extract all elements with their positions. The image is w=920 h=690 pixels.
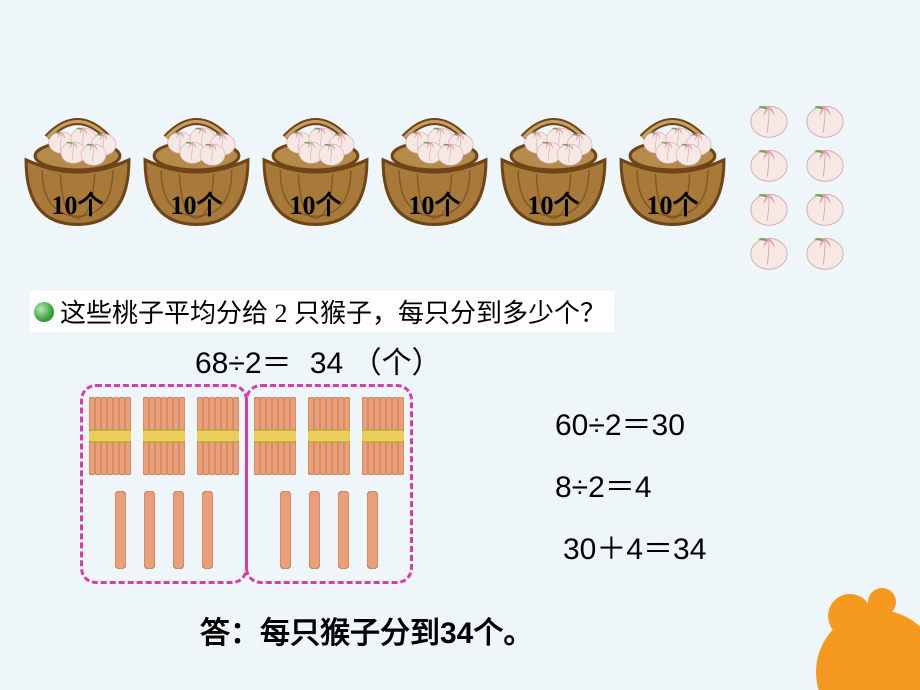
- peach-icon: [801, 232, 849, 272]
- stick-bundle-icon: [89, 397, 131, 475]
- side-equation: 60÷2＝30: [555, 400, 706, 444]
- peach-icon: [745, 232, 793, 272]
- peach-icon: [745, 144, 793, 184]
- question-text: 这些桃子平均分给 2 只猴子，每只分到多少个？: [60, 293, 606, 330]
- basket: 10个: [20, 110, 135, 240]
- single-stick-icon: [309, 491, 320, 569]
- basket-label: 10个: [20, 185, 135, 222]
- stick-bundle-icon: [197, 397, 239, 475]
- main-unit: （个）: [352, 347, 442, 380]
- basket-label: 10个: [496, 185, 611, 222]
- single-stick-icon: [144, 491, 155, 569]
- main-equation: 68÷2＝ 34 （个）: [195, 338, 442, 382]
- side-equations: 60÷2＝30 8÷2＝4 30＋4＝34: [555, 400, 706, 568]
- single-stick-icon: [202, 491, 213, 569]
- basket-label: 10个: [615, 185, 730, 222]
- basket: 10个: [377, 110, 492, 240]
- basket-label: 10个: [139, 185, 254, 222]
- basket: 10个: [496, 110, 611, 240]
- question-bar: 这些桃子平均分给 2 只猴子，每只分到多少个？: [30, 291, 614, 332]
- peach-icon: [745, 188, 793, 228]
- side-equation: 30＋4＝34: [563, 524, 706, 568]
- main-expr: 68÷2＝: [195, 347, 292, 380]
- single-stick-icon: [280, 491, 291, 569]
- single-stick-icon: [367, 491, 378, 569]
- basket-label: 10个: [377, 185, 492, 222]
- stick-bundle-icon: [362, 397, 404, 475]
- peach-icon: [745, 100, 793, 140]
- corner-blob-icon: [770, 570, 920, 690]
- stick-bundle-icon: [308, 397, 350, 475]
- side-equation: 8÷2＝4: [555, 462, 706, 506]
- peach-icon: [801, 100, 849, 140]
- stick-bundle-icon: [254, 397, 296, 475]
- stick-group: [80, 384, 248, 584]
- baskets-row: 10个10个10个10个10个10个: [20, 110, 730, 240]
- basket-label: 10个: [258, 185, 373, 222]
- stick-bundle-icon: [143, 397, 185, 475]
- peach-icon: [801, 188, 849, 228]
- answer-line: 答：每只猴子分到34个。: [200, 608, 533, 652]
- basket: 10个: [258, 110, 373, 240]
- peach-icon: [801, 144, 849, 184]
- single-stick-icon: [173, 491, 184, 569]
- bullet-icon: [34, 302, 54, 322]
- single-stick-icon: [115, 491, 126, 569]
- answer-suffix: 个。: [473, 617, 533, 650]
- basket: 10个: [139, 110, 254, 240]
- answer-prefix: 答：每只猴子分到: [200, 617, 440, 650]
- answer-value: 34: [440, 617, 473, 650]
- single-stick-icon: [338, 491, 349, 569]
- basket: 10个: [615, 110, 730, 240]
- stick-group: [245, 384, 413, 584]
- loose-peaches: [745, 100, 849, 272]
- sticks-area: [80, 384, 413, 584]
- main-result: 34: [310, 347, 343, 380]
